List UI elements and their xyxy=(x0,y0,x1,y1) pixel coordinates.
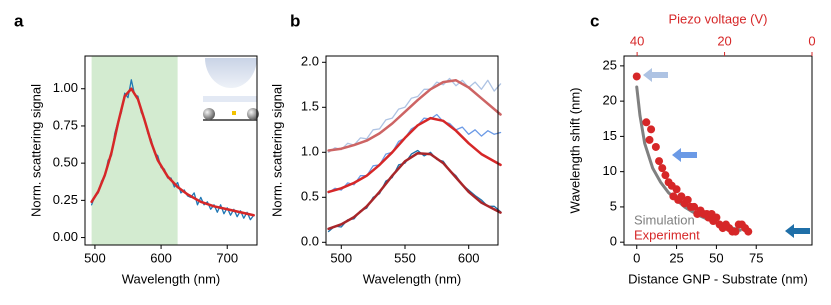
data-point xyxy=(658,164,667,173)
legend-entry: Experiment xyxy=(634,227,700,242)
inset-illustration xyxy=(203,58,259,121)
x-tick-label: 500 xyxy=(84,250,106,265)
panel-label: b xyxy=(290,11,300,30)
series-line xyxy=(327,79,502,152)
x2-tick-label: 20 xyxy=(717,33,731,48)
inset-layer xyxy=(203,96,257,102)
y-axis-label: Norm. scattering signal xyxy=(269,84,284,217)
data-point xyxy=(677,192,686,201)
x2-tick-label: 40 xyxy=(630,33,644,48)
arrow xyxy=(672,148,697,162)
inset-particle xyxy=(232,111,236,115)
data-point xyxy=(642,118,651,127)
y-tick-label: 0.0 xyxy=(301,234,319,249)
y-tick-label: 0.75 xyxy=(53,117,78,132)
y-tick-label: 0.25 xyxy=(53,192,78,207)
series-line xyxy=(327,116,502,194)
y-tick-label: 1.0 xyxy=(301,144,319,159)
x-tick-label: 700 xyxy=(216,250,238,265)
x2-axis-label: Piezo voltage (V) xyxy=(669,11,768,26)
y-tick-label: 2.0 xyxy=(301,54,319,69)
y-tick-label: 0 xyxy=(610,234,617,249)
data-point xyxy=(744,227,753,236)
data-point xyxy=(683,195,692,204)
data-point xyxy=(655,157,664,166)
data-point xyxy=(647,125,656,134)
y-tick-label: 1.00 xyxy=(53,80,78,95)
panel-label: a xyxy=(14,11,24,30)
y-axis-label: Wavelength shift (nm) xyxy=(567,88,582,214)
x-axis-label: Wavelength (nm) xyxy=(363,271,462,286)
data-point xyxy=(712,213,721,222)
y-tick-label: 0.5 xyxy=(301,189,319,204)
series-line xyxy=(327,149,502,233)
inset-particle xyxy=(247,108,259,120)
series-line xyxy=(90,87,255,217)
x2-tick-label: 0 xyxy=(808,33,815,48)
y-axis-label: Norm. scattering signal xyxy=(28,84,43,217)
x-tick-label: 75 xyxy=(749,250,763,265)
x-tick-label: 500 xyxy=(330,250,352,265)
series-line xyxy=(327,113,502,194)
x-axis-label: Wavelength (nm) xyxy=(122,271,221,286)
series-line xyxy=(327,151,502,231)
arrows xyxy=(643,68,810,238)
axes-frame xyxy=(84,55,258,246)
data-point xyxy=(651,142,660,151)
x-axis-label: Distance GNP - Substrate (nm) xyxy=(628,271,808,286)
x-tick-label: 50 xyxy=(709,250,723,265)
y-tick-label: 0.50 xyxy=(53,155,78,170)
legend-entry: Simulation xyxy=(634,212,695,227)
axes-frame xyxy=(325,55,499,246)
y-tick-label: 1.5 xyxy=(301,99,319,114)
data-point xyxy=(672,185,681,194)
y-tick-label: 0.00 xyxy=(53,229,78,244)
data-point xyxy=(690,202,699,211)
x-tick-label: 0 xyxy=(633,250,640,265)
x-tick-label: 25 xyxy=(669,250,683,265)
y-tick-label: 15 xyxy=(603,128,617,143)
axes-frame xyxy=(623,55,813,246)
series-line xyxy=(327,77,502,153)
x-tick-label: 550 xyxy=(394,250,416,265)
inset-particle xyxy=(203,108,215,120)
y-tick-label: 10 xyxy=(603,163,617,178)
arrow xyxy=(785,224,810,238)
highlight-band xyxy=(91,56,178,245)
data-point xyxy=(645,135,654,144)
x-tick-label: 600 xyxy=(458,250,480,265)
data-point xyxy=(661,171,670,180)
data-point xyxy=(731,227,740,236)
x-tick-label: 600 xyxy=(150,250,172,265)
inset-lens xyxy=(205,58,257,88)
data-point xyxy=(632,72,641,81)
y-tick-label: 5 xyxy=(610,198,617,213)
y-tick-label: 25 xyxy=(603,57,617,72)
panel-label: c xyxy=(590,11,599,30)
y-tick-label: 20 xyxy=(603,93,617,108)
arrow xyxy=(643,68,668,82)
